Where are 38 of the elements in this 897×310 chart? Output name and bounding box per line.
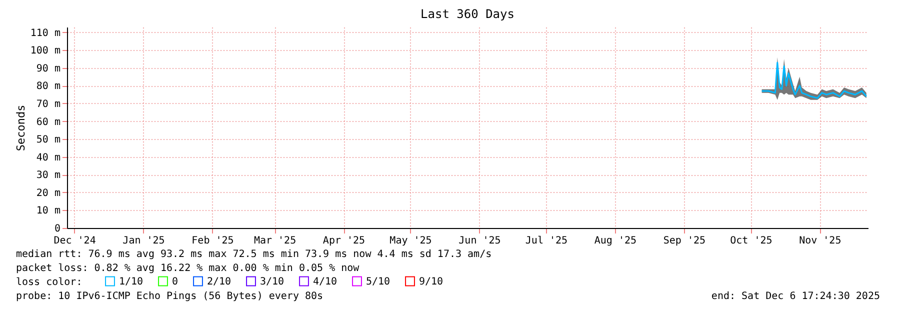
text: median rtt: 76.9 ms avg 93.2 ms max 72.5 ms min 73.9 ms now 4.4 ms sd 17.3 am/s [16,249,492,260]
chart-title: Last 360 Days [420,7,514,21]
y-tick-label: 110 m [30,28,60,39]
legend-label: 1/10 [119,276,144,288]
y-tick-label: 90 m [36,63,60,74]
legend-label: 5/10 [366,276,390,288]
y-tick-label: 0 [54,224,60,234]
y-axis-title: Seconds [14,104,28,152]
legend-label: 9/10 [419,276,444,288]
legend-label: 3/10 [260,276,284,288]
y-tick-label: 30 m [36,170,60,182]
x-tick-label: Jan '25 [122,236,165,246]
y-tick-label: 70 m [36,98,60,110]
y-tick-label: 40 m [36,152,60,164]
x-tick-label: Feb '25 [192,236,234,246]
x-tick-label: May '25 [390,236,432,246]
y-tick-label: 80 m [36,81,60,92]
legend-label: 2/10 [207,276,232,288]
x-tick-label: Aug '25 [594,236,637,246]
y-tick-label: 100 m [30,46,60,57]
text: packet loss: 0.82 % avg 16.22 % max 0.00 % min 0.05 % now [16,263,360,274]
x-tick-label: Dec '24 [54,236,96,246]
legend-title: loss color: [16,277,82,288]
x-tick-label: Apr '25 [322,236,366,246]
y-tick-label: 10 m [36,206,60,217]
legend-label: 4/10 [313,276,338,288]
legend-label: 0 [172,276,178,288]
x-tick-label: Jun '25 [458,236,501,246]
text: end: Sat Dec 6 17:24:30 2025 [711,291,880,302]
x-tick-label: Mar '25 [254,236,296,246]
x-tick-label: Oct '25 [730,236,772,246]
x-tick-label: Jul '25 [525,236,568,246]
x-tick-label: Sep '25 [663,236,706,246]
y-tick-label: 20 m [36,188,60,199]
y-tick-label: 50 m [36,134,60,146]
y-tick-label: 60 m [36,116,60,128]
x-tick-label: Nov '25 [799,236,842,246]
text: probe: 10 IPv6-ICMP Echo Pings (56 Bytes) every 80s [16,291,324,302]
